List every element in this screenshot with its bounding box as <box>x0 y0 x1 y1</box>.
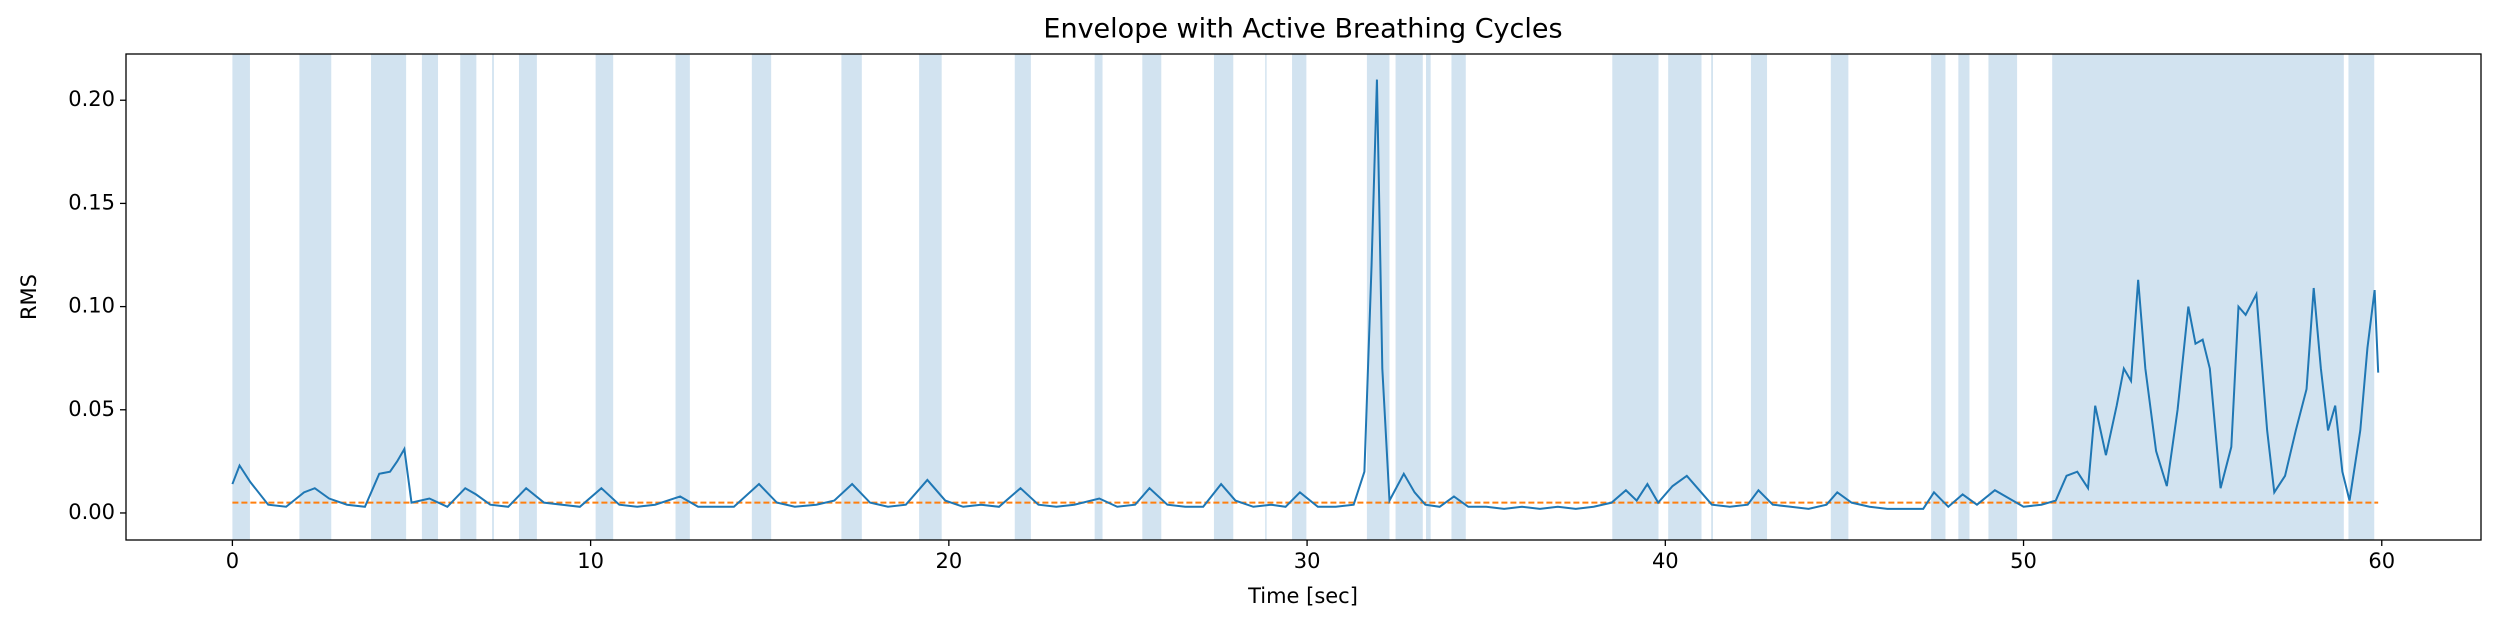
chart-title: Envelope with Active Breathing Cycles <box>1043 14 1562 45</box>
y-tick-label: 0.00 <box>68 500 115 524</box>
active-span <box>232 54 250 540</box>
x-tick-label: 0 <box>226 549 239 573</box>
active-span <box>492 54 494 540</box>
x-tick-label: 60 <box>2368 549 2395 573</box>
y-tick-label: 0.15 <box>68 190 115 214</box>
active-span <box>1265 54 1267 540</box>
x-tick-label: 20 <box>935 549 962 573</box>
active-span <box>1931 54 1946 540</box>
x-tick-label: 30 <box>1294 549 1321 573</box>
active-span <box>371 54 407 540</box>
active-span <box>1094 54 1103 540</box>
active-span <box>1750 54 1768 540</box>
active-span <box>1366 54 1390 540</box>
active-span <box>1213 54 1234 540</box>
active-span <box>299 54 332 540</box>
active-span <box>1711 54 1713 540</box>
active-span <box>1830 54 1849 540</box>
y-tick-label: 0.10 <box>68 294 115 318</box>
active-span <box>1988 54 2018 540</box>
active-span <box>2348 54 2375 540</box>
y-tick-label: 0.20 <box>68 87 115 111</box>
x-tick-label: 10 <box>577 549 604 573</box>
active-span <box>919 54 942 540</box>
active-span <box>841 54 862 540</box>
active-span <box>1395 54 1423 540</box>
active-span <box>675 54 690 540</box>
y-axis-label: RMS <box>17 274 41 320</box>
active-span <box>1958 54 1970 540</box>
active-span <box>1451 54 1466 540</box>
active-span <box>1142 54 1162 540</box>
active-span <box>751 54 772 540</box>
active-span <box>421 54 439 540</box>
active-span <box>1014 54 1031 540</box>
y-tick-label: 0.05 <box>68 397 115 421</box>
active-span <box>518 54 537 540</box>
active-span <box>460 54 477 540</box>
active-span <box>2052 54 2344 540</box>
x-tick-label: 50 <box>2010 549 2037 573</box>
x-tick-label: 40 <box>1652 549 1679 573</box>
active-span <box>1292 54 1307 540</box>
x-axis-label: Time [sec] <box>1247 584 1358 608</box>
active-span <box>595 54 614 540</box>
active-span <box>1426 54 1431 540</box>
envelope-line <box>231 79 2380 510</box>
plot-frame <box>125 53 2482 541</box>
active-span <box>1612 54 1659 540</box>
active-span <box>1668 54 1702 540</box>
